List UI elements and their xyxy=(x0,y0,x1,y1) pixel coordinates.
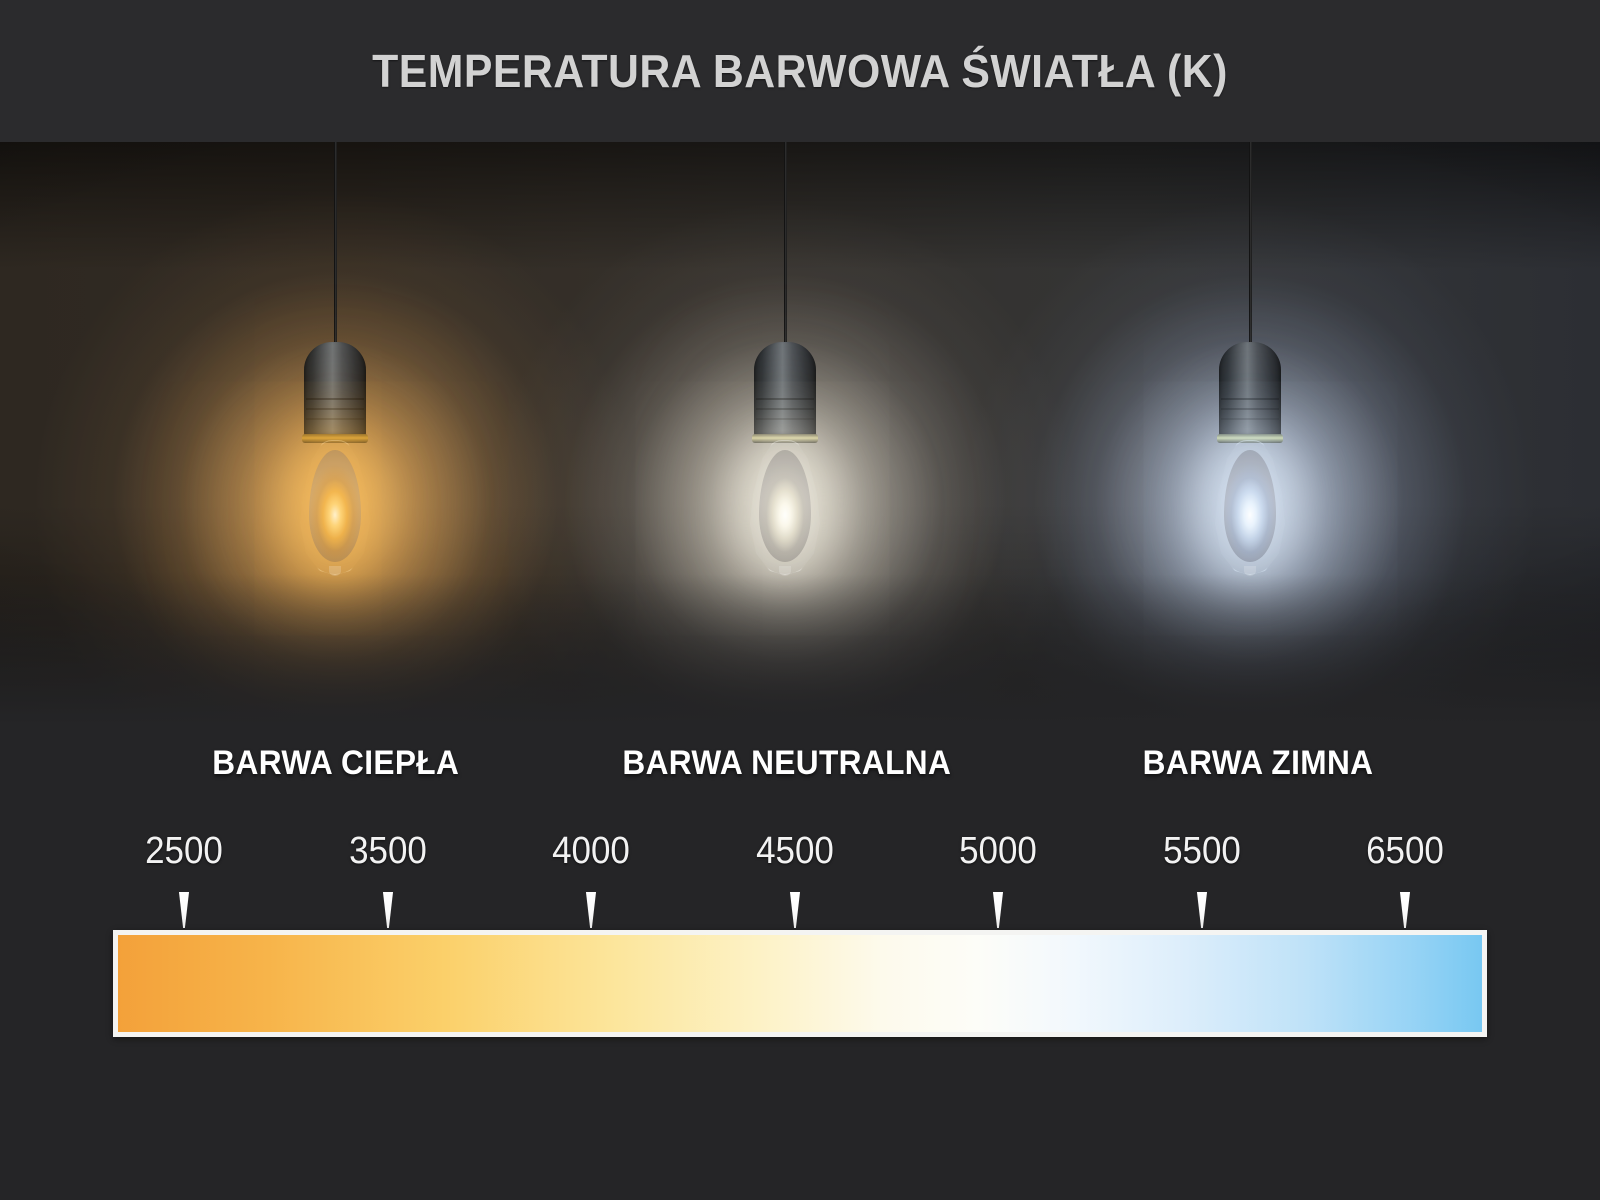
gradient-bar xyxy=(118,935,1482,1032)
tick-arrow-icon xyxy=(382,892,394,928)
category-label: BARWA CIEPŁA xyxy=(211,744,459,782)
temperature-scale: 2500 3500 4000 4500 5000 5500 6500 xyxy=(0,830,1600,1045)
tick-arrow-icon xyxy=(178,892,190,928)
gradient-bar-frame xyxy=(113,930,1487,1037)
tick-value: 6500 xyxy=(1366,830,1444,872)
title-band: TEMPERATURA BARWOWA ŚWIATŁA (K) xyxy=(0,0,1600,142)
tick-arrow-icon xyxy=(1399,892,1411,928)
tick-arrow-icon xyxy=(585,892,597,928)
tick-arrow-icon xyxy=(992,892,1004,928)
scene-bottom-fade xyxy=(0,574,1600,724)
tick-value: 5500 xyxy=(1163,830,1241,872)
category-label: BARWA ZIMNA xyxy=(1142,744,1374,782)
tick-value: 3500 xyxy=(349,830,427,872)
page-title: TEMPERATURA BARWOWA ŚWIATŁA (K) xyxy=(372,45,1228,97)
lamp-scene xyxy=(0,142,1600,724)
category-label: BARWA NEUTRALNA xyxy=(622,744,952,782)
category-label-row: BARWA CIEPŁA BARWA NEUTRALNA BARWA ZIMNA xyxy=(0,744,1600,798)
tick-value: 2500 xyxy=(145,830,223,872)
tick-value: 4000 xyxy=(552,830,630,872)
tick-value: 4500 xyxy=(756,830,834,872)
tick-value: 5000 xyxy=(959,830,1037,872)
tick-arrow-icon xyxy=(1196,892,1208,928)
tick-arrow-icon xyxy=(789,892,801,928)
